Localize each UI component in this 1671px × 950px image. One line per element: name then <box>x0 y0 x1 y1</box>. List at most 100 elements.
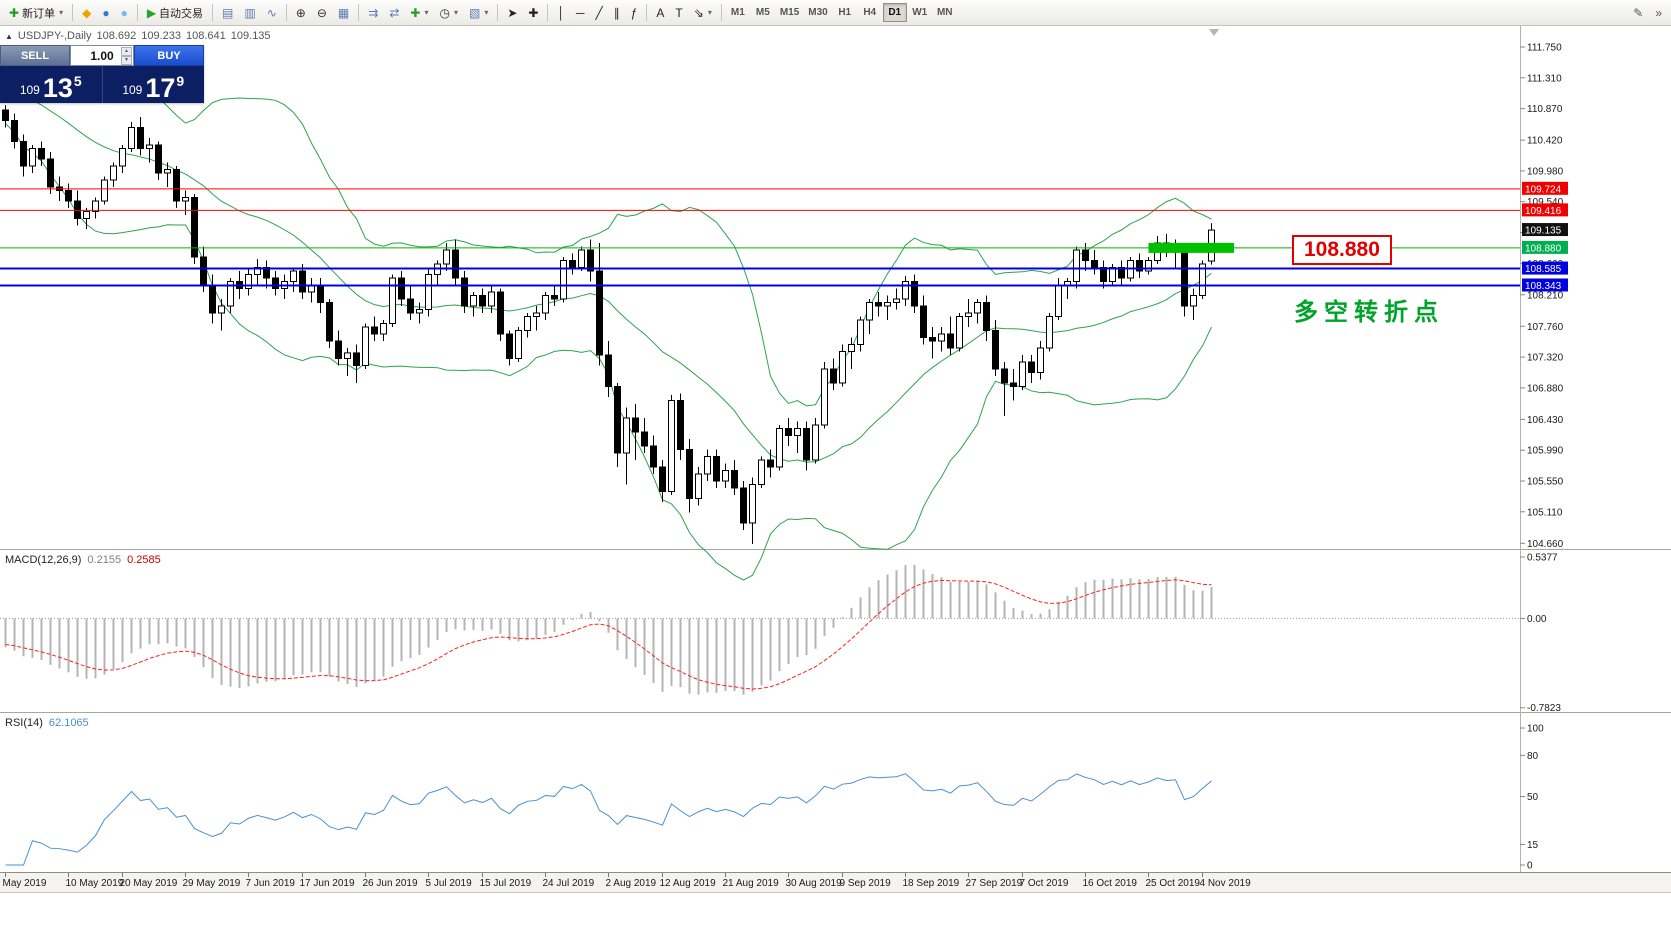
chart-shift-button[interactable]: ⇄ <box>384 2 404 24</box>
toolbar-overflow-button[interactable]: » <box>1650 2 1667 24</box>
price-badge-text: 108.343 <box>1525 281 1562 292</box>
volume-field[interactable]: 1.00 ▲ ▼ <box>70 45 134 66</box>
templates-icon: ▧ <box>468 5 481 20</box>
rsi-tick-label: 50 <box>1527 792 1539 803</box>
price-tick-label: 107.320 <box>1527 353 1564 364</box>
timeframe-mn[interactable]: MN <box>933 3 957 22</box>
macd-tick-label: 0.00 <box>1527 614 1547 625</box>
date-label: 24 Jul 2019 <box>543 878 595 889</box>
tile-windows-button[interactable]: ▦ <box>333 2 354 24</box>
channel-button[interactable]: ∥ <box>609 2 625 24</box>
timeframe-w1[interactable]: W1 <box>908 3 932 22</box>
price-tick-label: 111.750 <box>1527 43 1562 54</box>
trendline-button[interactable]: ╱ <box>590 2 607 24</box>
channel-icon: ∥ <box>613 5 620 20</box>
date-label: 10 May 2019 <box>66 878 124 889</box>
navigator-button[interactable]: ● <box>116 2 133 24</box>
dropdown-arrow-icon: ▾ <box>453 8 458 17</box>
toolbar-separator <box>72 4 74 21</box>
price-tick-label: 105.990 <box>1527 446 1564 457</box>
date-label: 7 Oct 2019 <box>1020 878 1069 889</box>
price-tick-label: 107.760 <box>1527 322 1564 333</box>
date-label: 30 Aug 2019 <box>786 878 843 889</box>
price-level-label[interactable]: 108.880 <box>1292 235 1392 265</box>
timeframe-m1[interactable]: M1 <box>726 3 750 22</box>
fibonacci-button[interactable]: ƒ <box>626 2 643 24</box>
volume-value: 1.00 <box>90 48 114 63</box>
buy-button[interactable]: BUY <box>134 45 204 66</box>
symbol-period-label: USDJPY-,Daily <box>17 30 92 42</box>
candlestick-chart-button[interactable]: ▥ <box>239 2 260 24</box>
horizontal-line-button[interactable]: ─ <box>571 2 590 24</box>
text-button[interactable]: A <box>651 2 669 24</box>
main-toolbar: ✚ 新订单 ▾ ◆ ● ● ▶ 自动交易 ▤ ▥ ∿ ⊕ ⊖ ▦ ⇉ ⇄ ✚ ▾ ◷ ▾ ▧ ▾ ➤ ✚ │ ─ ╱ ∥ ƒ A T ⇘ ▾ M1… <box>0 0 1671 26</box>
arrows-button[interactable]: ⇘ ▾ <box>689 2 717 24</box>
chart-ohlc-line: ▲ USDJPY-,Daily 108.692 109.233 108.641 … <box>5 30 271 42</box>
vertical-line-button[interactable]: │ <box>552 2 570 24</box>
chart-shift-marker[interactable] <box>1209 29 1219 36</box>
navigator-icon: ● <box>120 5 128 20</box>
timeframe-m15-label: M15 <box>779 7 800 18</box>
rsi-tick-label: 80 <box>1527 751 1539 762</box>
text-icon: A <box>656 5 665 20</box>
zoom-out-icon: ⊖ <box>316 5 327 20</box>
buy-price[interactable]: 109 17 9 <box>103 66 205 103</box>
cursor-button[interactable]: ➤ <box>502 2 522 24</box>
date-label: 2 Aug 2019 <box>606 878 657 889</box>
market-watch-icon: ● <box>102 5 110 20</box>
timeframe-h4[interactable]: H4 <box>858 3 882 22</box>
customize-toolbar-button[interactable]: ✎ <box>1628 2 1648 24</box>
dropdown-arrow-icon: ▾ <box>484 8 489 17</box>
chinese-annotation[interactable]: 多空转折点 <box>1294 299 1444 326</box>
volume-up-button[interactable]: ▲ <box>121 46 132 56</box>
rsi-value: 62.1065 <box>48 717 89 729</box>
timeframe-m5[interactable]: M5 <box>751 3 775 22</box>
toolbar-separator <box>547 4 549 21</box>
indicators-button[interactable]: ✚ ▾ <box>405 2 433 24</box>
macd-tick-label: -0.7823 <box>1527 703 1561 714</box>
text-label-button[interactable]: T <box>670 2 687 24</box>
price-badge-109.724 <box>1522 181 1568 195</box>
templates-button[interactable]: ▧ ▾ <box>464 2 493 24</box>
dropdown-arrow-icon: ▾ <box>59 8 64 17</box>
market-watch-button[interactable]: ● <box>97 2 114 24</box>
auto-scroll-button[interactable]: ⇉ <box>363 2 383 24</box>
periods-button[interactable]: ◷ ▾ <box>434 2 463 24</box>
timeframe-d1[interactable]: D1 <box>882 3 907 22</box>
buy-price-prefix: 109 <box>122 83 143 97</box>
timeframe-m15[interactable]: M15 <box>776 3 803 22</box>
rsi-tick-label: 0 <box>1527 861 1533 872</box>
periods-icon: ◷ <box>439 5 450 20</box>
sell-button[interactable]: SELL <box>0 45 70 66</box>
price-tick-label: 109.540 <box>1527 197 1564 208</box>
profiles-button[interactable]: ◆ <box>77 2 96 24</box>
auto-trading-button[interactable]: ▶ 自动交易 <box>142 2 208 24</box>
price-axis: 111.750 111.310 110.870 110.420 109.980 109.5… <box>1520 43 1568 550</box>
highlight-box[interactable] <box>1148 242 1235 253</box>
rsi-tick-label: 15 <box>1527 840 1539 851</box>
line-chart-button[interactable]: ∿ <box>262 2 282 24</box>
timeframe-m30-label: M30 <box>808 7 828 18</box>
new-order-button[interactable]: ✚ 新订单 ▾ <box>4 2 68 24</box>
price-badge-109.416 <box>1522 203 1568 217</box>
zoom-out-button[interactable]: ⊖ <box>312 2 332 24</box>
crosshair-button[interactable]: ✚ <box>523 2 543 24</box>
timeframe-h1[interactable]: H1 <box>833 3 857 22</box>
sell-price[interactable]: 109 13 5 <box>0 66 103 103</box>
bar-chart-button[interactable]: ▤ <box>217 2 238 24</box>
timeframe-m30[interactable]: M30 <box>804 3 831 22</box>
zoom-in-button[interactable]: ⊕ <box>291 2 311 24</box>
date-label: 27 Sep 2019 <box>966 878 1023 889</box>
volume-down-button[interactable]: ▼ <box>121 55 132 65</box>
trade-panel-toggle-icon[interactable]: ▲ <box>5 31 13 41</box>
date-label: 18 Sep 2019 <box>903 878 960 889</box>
price-tick-label: 109.980 <box>1527 166 1564 177</box>
cursor-icon: ➤ <box>507 5 518 20</box>
vertical-line-icon: │ <box>557 5 565 20</box>
price-tick-label: 108.210 <box>1527 290 1564 301</box>
date-label: 15 Jul 2019 <box>480 878 532 889</box>
macd-signal-value: 0.2585 <box>127 554 161 566</box>
toolbar-separator <box>358 4 360 21</box>
